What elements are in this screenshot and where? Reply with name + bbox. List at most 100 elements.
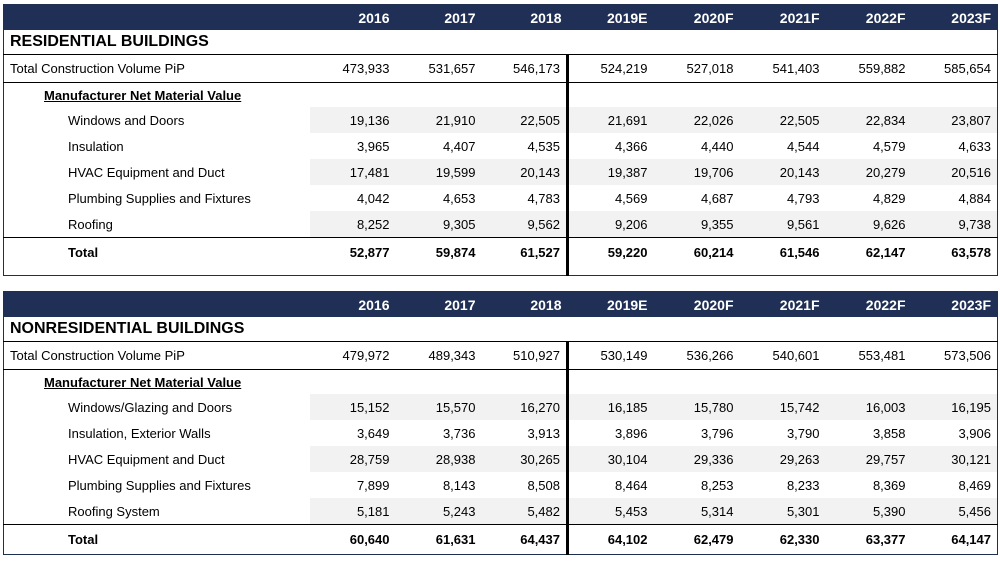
cell: 20,516 bbox=[911, 159, 998, 185]
cell: 3,736 bbox=[442, 425, 476, 441]
cell: 4,569 bbox=[614, 190, 648, 206]
row-label: Windows/Glazing and Doors bbox=[3, 394, 310, 420]
cell: 8,508 bbox=[481, 472, 569, 498]
cell: 9,305 bbox=[395, 211, 482, 238]
row-label: Total Construction Volume PiP bbox=[3, 54, 310, 83]
cell: 4,407 bbox=[442, 138, 476, 154]
cell: 553,481 bbox=[825, 341, 912, 370]
cell: 9,355 bbox=[653, 211, 740, 238]
cell: 9,206 bbox=[567, 211, 654, 238]
cell: 8,252 bbox=[309, 211, 396, 238]
table-row: Windows and Doors 19,136 21,910 22,505 2… bbox=[3, 107, 998, 133]
cell: 573,506 bbox=[911, 341, 998, 370]
total-row: Total 60,640 61,631 64,437 64,102 62,479… bbox=[3, 524, 998, 555]
cell: 61,631 bbox=[395, 524, 482, 555]
table-row: Plumbing Supplies and Fixtures 4,042 4,6… bbox=[4, 185, 998, 211]
cell: 5,390 bbox=[825, 498, 912, 525]
cell: 4,829 bbox=[872, 190, 906, 206]
cell: 4,633 bbox=[958, 138, 991, 154]
cell: 20,143 bbox=[739, 159, 826, 185]
cell: 20,279 bbox=[825, 159, 912, 185]
cell: 3,965 bbox=[356, 138, 390, 154]
cell: 4,687 bbox=[700, 190, 734, 206]
row-label: Insulation bbox=[68, 138, 124, 154]
year-header: 2023F bbox=[911, 291, 998, 317]
cell: 5,456 bbox=[911, 498, 998, 525]
cell: 19,599 bbox=[395, 159, 482, 185]
cell: 30,265 bbox=[481, 446, 569, 472]
table-row: HVAC Equipment and Duct 17,481 19,599 20… bbox=[3, 159, 998, 185]
cell: 5,181 bbox=[309, 498, 396, 525]
year-header: 2016 bbox=[309, 291, 396, 317]
cell: 5,482 bbox=[481, 498, 569, 525]
cell: 15,742 bbox=[739, 394, 826, 420]
cell: 28,759 bbox=[309, 446, 396, 472]
subheading: Manufacturer Net Material Value bbox=[44, 374, 242, 390]
cell: 61,546 bbox=[739, 237, 826, 267]
cell: 64,102 bbox=[567, 524, 654, 555]
cell: 29,263 bbox=[739, 446, 826, 472]
year-header: 2017 bbox=[395, 4, 482, 30]
table-row: Plumbing Supplies and Fixtures 7,899 8,1… bbox=[4, 472, 998, 498]
residential-table: 2016 2017 2018 2019E 2020F 2021F 2022F 2… bbox=[3, 4, 998, 276]
row-label: Roofing System bbox=[3, 498, 310, 525]
cell: 9,626 bbox=[825, 211, 912, 238]
cell: 530,149 bbox=[567, 341, 654, 370]
cell: 473,933 bbox=[309, 54, 396, 83]
cell: 8,143 bbox=[442, 477, 476, 493]
cell: 546,173 bbox=[481, 54, 569, 83]
cell: 17,481 bbox=[309, 159, 396, 185]
cell: 62,330 bbox=[739, 524, 826, 555]
year-header: 2017 bbox=[395, 291, 482, 317]
row-label: Windows and Doors bbox=[3, 107, 310, 133]
cell: 22,505 bbox=[739, 107, 826, 133]
cell: 30,104 bbox=[567, 446, 654, 472]
cell: 7,899 bbox=[356, 477, 390, 493]
table-row: Total Construction Volume PiP 479,972 48… bbox=[3, 341, 998, 370]
cell: 531,657 bbox=[395, 54, 482, 83]
year-header-row: 2016 2017 2018 2019E 2020F 2021F 2022F 2… bbox=[3, 291, 998, 317]
cell: 21,910 bbox=[395, 107, 482, 133]
header-blank bbox=[3, 291, 310, 317]
cell: 3,649 bbox=[356, 425, 390, 441]
cell: 15,152 bbox=[309, 394, 396, 420]
table-row: Roofing 8,252 9,305 9,562 9,206 9,355 9,… bbox=[3, 211, 998, 238]
cell: 21,691 bbox=[567, 107, 654, 133]
cell: 15,570 bbox=[395, 394, 482, 420]
row-label: Total bbox=[3, 524, 310, 555]
row-label: Insulation, Exterior Walls bbox=[68, 425, 211, 441]
cell: 4,884 bbox=[958, 190, 991, 206]
cell: 16,270 bbox=[481, 394, 569, 420]
cell: 541,403 bbox=[739, 54, 826, 83]
year-header: 2022F bbox=[825, 4, 912, 30]
cell: 62,479 bbox=[653, 524, 740, 555]
year-header: 2021F bbox=[739, 291, 826, 317]
cell: 5,301 bbox=[739, 498, 826, 525]
cell: 3,906 bbox=[958, 425, 991, 441]
cell: 4,783 bbox=[481, 185, 569, 211]
cell: 20,143 bbox=[481, 159, 569, 185]
year-header: 2023F bbox=[911, 4, 998, 30]
year-header: 2016 bbox=[309, 4, 396, 30]
cell: 8,233 bbox=[786, 477, 820, 493]
year-header: 2019E bbox=[567, 4, 654, 30]
row-label: HVAC Equipment and Duct bbox=[3, 446, 310, 472]
row-label: Roofing bbox=[3, 211, 310, 238]
year-header: 2018 bbox=[481, 291, 568, 317]
year-header: 2021F bbox=[739, 4, 826, 30]
cell: 63,377 bbox=[825, 524, 912, 555]
cell: 28,938 bbox=[395, 446, 482, 472]
cell: 19,387 bbox=[567, 159, 654, 185]
cell: 22,026 bbox=[653, 107, 740, 133]
cell: 4,440 bbox=[700, 138, 734, 154]
row-label: Total Construction Volume PiP bbox=[3, 341, 310, 370]
cell: 4,366 bbox=[614, 138, 648, 154]
cell: 527,018 bbox=[653, 54, 740, 83]
cell: 59,220 bbox=[567, 237, 654, 267]
subheading: Manufacturer Net Material Value bbox=[44, 87, 242, 103]
cell: 3,796 bbox=[700, 425, 734, 441]
total-row: Total 52,877 59,874 61,527 59,220 60,214… bbox=[3, 237, 998, 267]
year-header: 2018 bbox=[481, 4, 568, 30]
cell: 5,453 bbox=[567, 498, 654, 525]
section-title: RESIDENTIAL BUILDINGS bbox=[3, 30, 998, 55]
